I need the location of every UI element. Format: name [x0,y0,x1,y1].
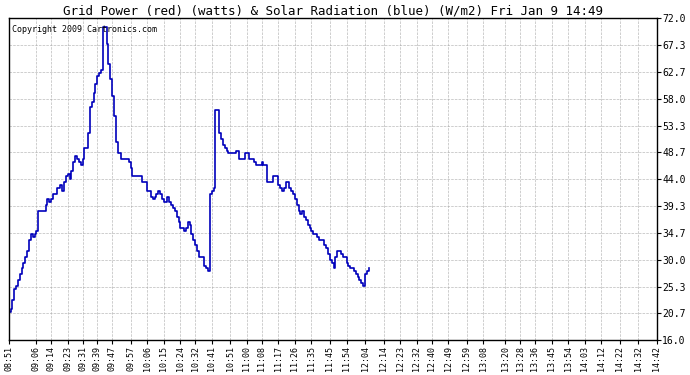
Text: Copyright 2009 Cartronics.com: Copyright 2009 Cartronics.com [12,25,157,34]
Title: Grid Power (red) (watts) & Solar Radiation (blue) (W/m2) Fri Jan 9 14:49: Grid Power (red) (watts) & Solar Radiati… [63,4,603,17]
